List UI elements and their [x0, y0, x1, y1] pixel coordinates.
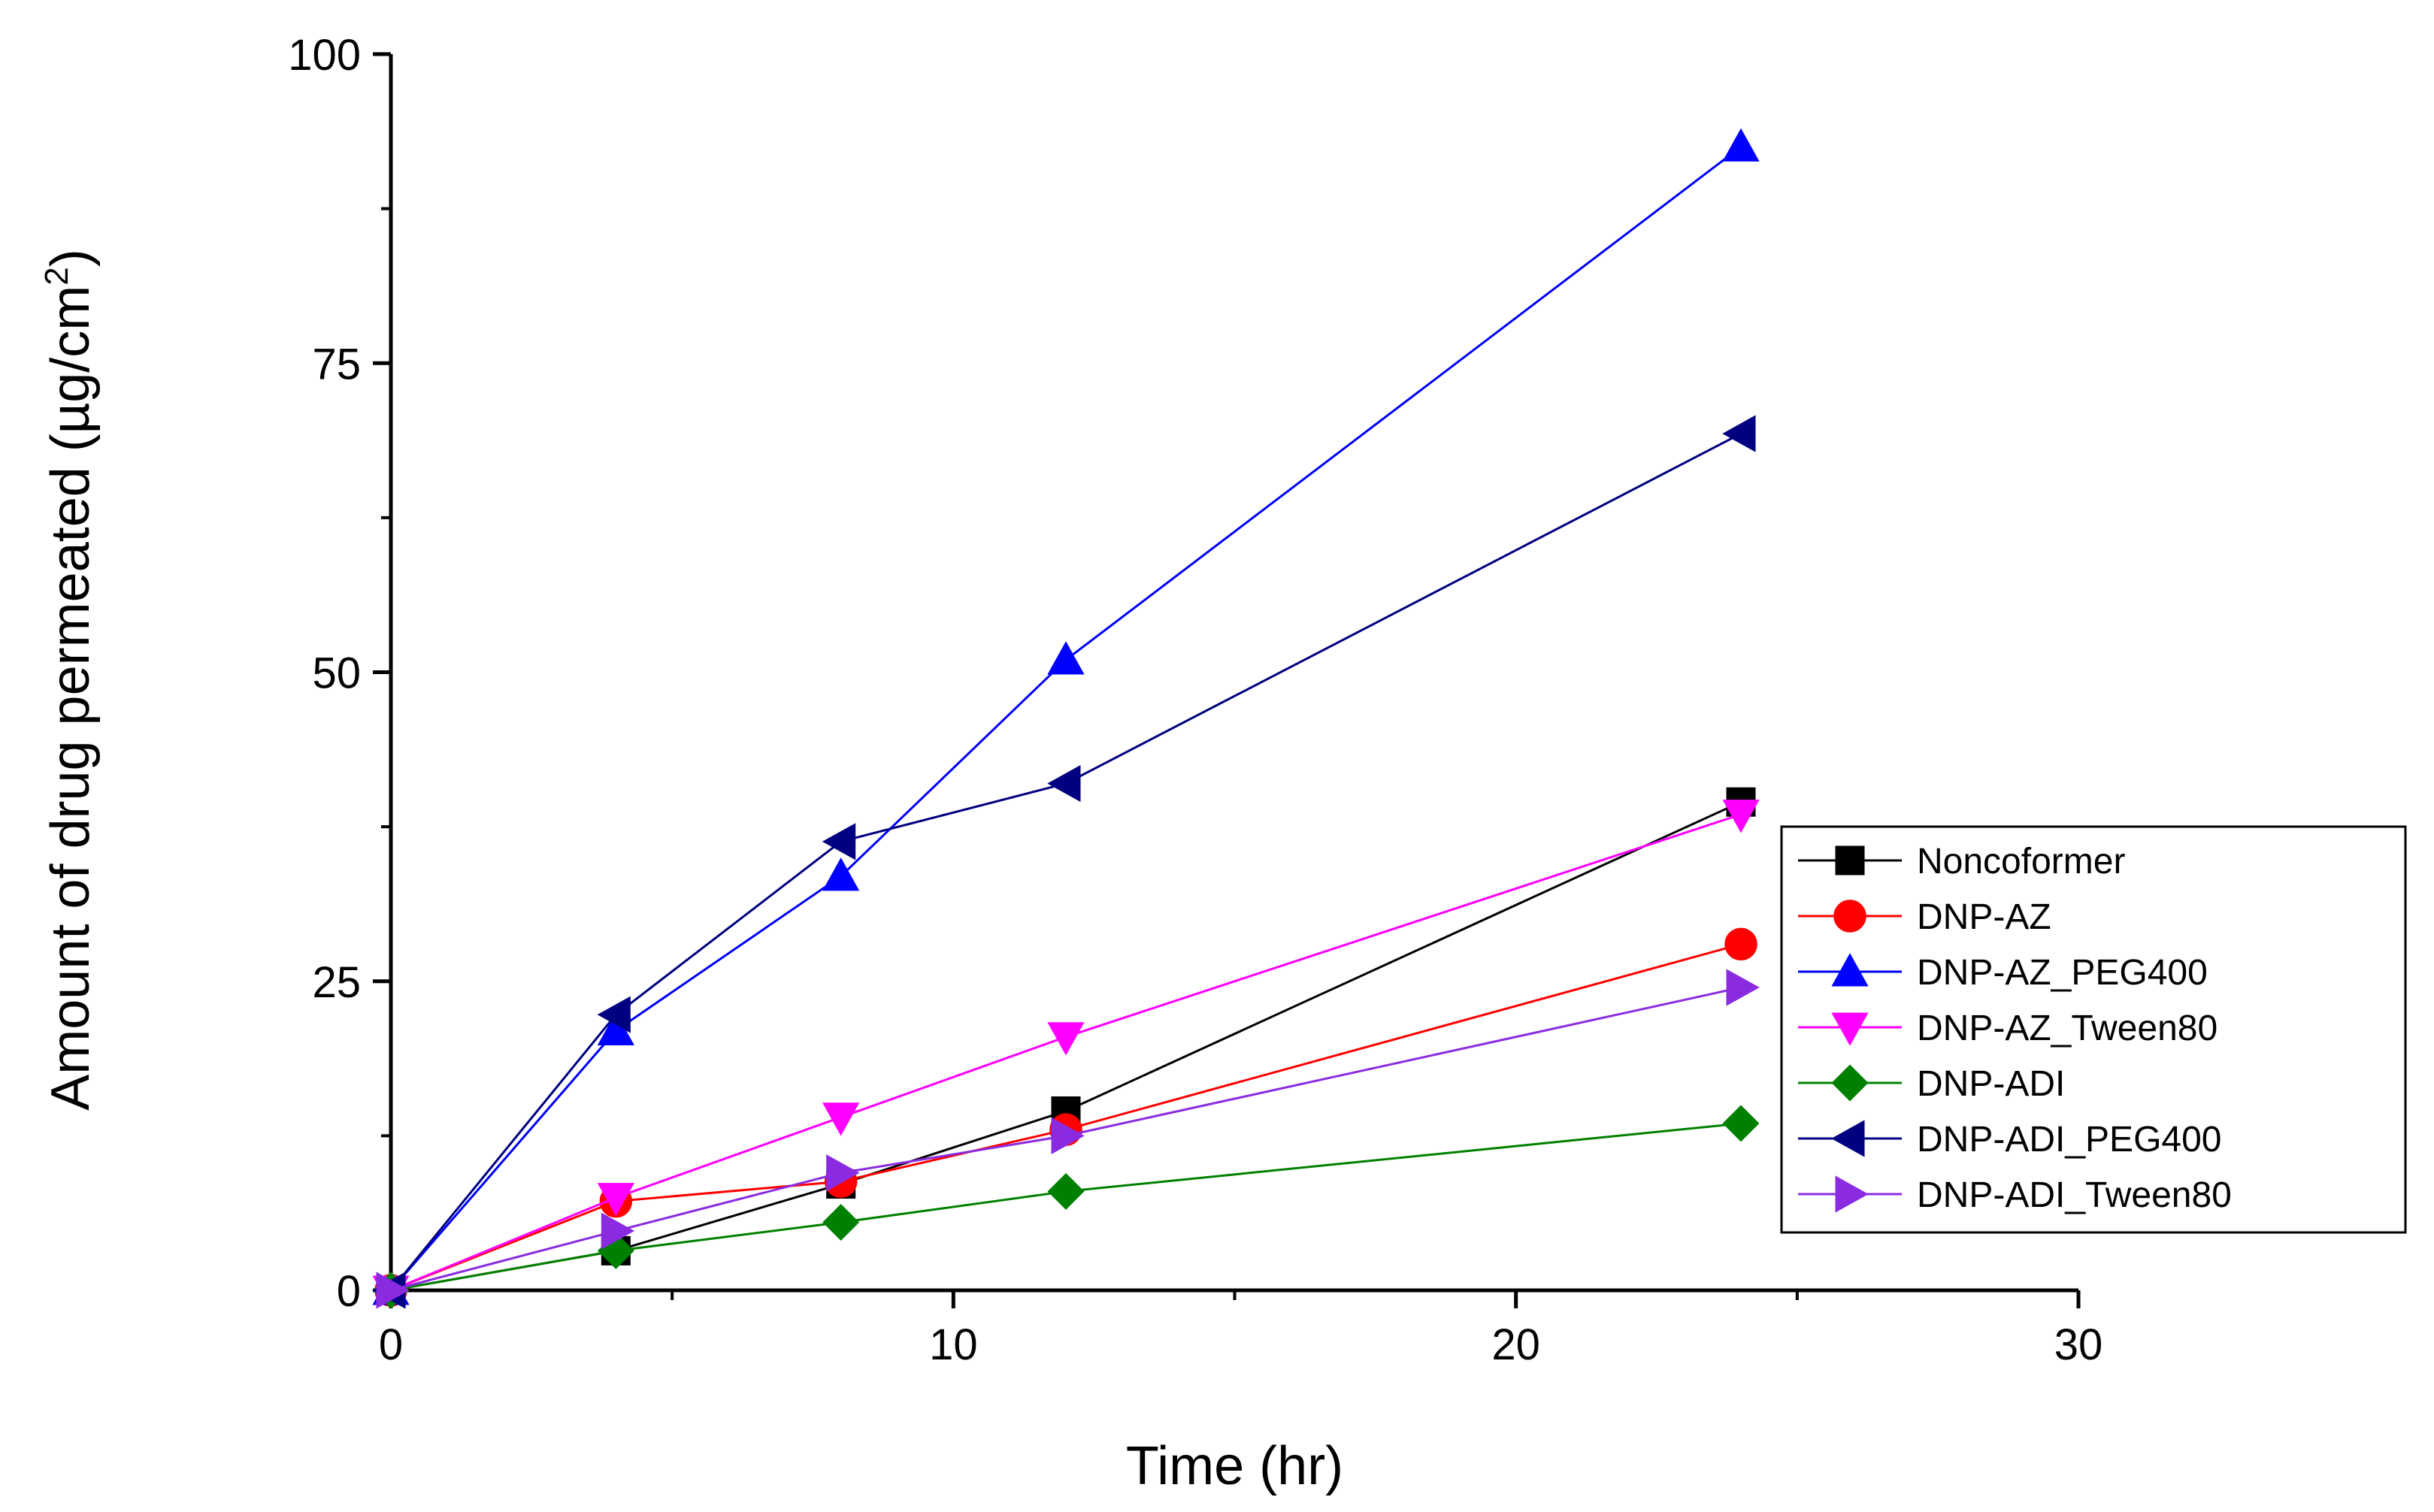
data-point	[597, 1183, 634, 1217]
legend-marker	[1831, 1064, 1869, 1102]
legend-box	[1780, 825, 2407, 1234]
data-point	[826, 1154, 860, 1192]
legend-label: DNP-ADI_PEG400	[1917, 1120, 2222, 1160]
legend-label: Noncoformer	[1917, 842, 2125, 881]
y-axis-title-sup: 2	[38, 267, 75, 285]
data-point	[1726, 969, 1760, 1006]
data-point	[1047, 1022, 1085, 1056]
series-dnp-az	[374, 927, 1757, 1307]
x-tick-label: 0	[379, 1320, 403, 1369]
y-tick-label: 25	[312, 958, 361, 1007]
data-point	[1722, 800, 1760, 833]
data-point	[1047, 1172, 1085, 1210]
legend-item: DNP-ADI	[1798, 1064, 2065, 1104]
legend: Noncoformer DNP-AZ DNP-AZ_PEG400 DNP-AZ_Twe…	[1780, 825, 2407, 1234]
legend-item: DNP-AZ	[1798, 897, 2051, 937]
data-point	[822, 1102, 860, 1136]
data-point	[601, 1212, 635, 1250]
y-tick-label: 100	[288, 31, 361, 80]
data-point	[1722, 1105, 1760, 1142]
x-tick-label: 20	[1491, 1320, 1540, 1369]
x-tick-label: 10	[929, 1320, 978, 1369]
legend-item: DNP-AZ_PEG400	[1798, 953, 2208, 993]
legend-label: DNP-ADI_Tween80	[1917, 1175, 2232, 1215]
legend-item: DNP-AZ_Tween80	[1798, 1009, 2218, 1048]
data-point	[1722, 415, 1756, 452]
legend-marker	[1831, 1012, 1869, 1046]
x-tick-label: 30	[2054, 1320, 2103, 1369]
legend-label: DNP-AZ_Tween80	[1917, 1009, 2218, 1048]
data-point	[1722, 128, 1760, 162]
data-point	[1047, 764, 1081, 803]
legend-item: DNP-ADI_PEG400	[1798, 1120, 2222, 1160]
data-point	[597, 996, 631, 1033]
series-group	[372, 128, 1760, 1309]
x-axis-title: Time (hr)	[1126, 1436, 1343, 1496]
legend-marker	[1835, 845, 1865, 875]
y-tick-label: 50	[312, 649, 361, 698]
y-axis-title-main: Amount of drug permeated (µg/cm	[41, 286, 101, 1111]
series-dnp-adi-peg400	[372, 415, 1756, 1309]
legend-label: DNP-AZ_PEG400	[1917, 953, 2208, 993]
legend-marker	[1831, 953, 1869, 987]
legend-item: DNP-ADI_Tween80	[1798, 1175, 2232, 1215]
data-point	[1047, 641, 1085, 675]
axes: 0 25 50 75 100 0 10 20 30 Time (hr) Amount of drug…	[38, 31, 2103, 1496]
y-axis-title-end: )	[41, 249, 101, 267]
series-dnp-az-tween80	[372, 800, 1760, 1309]
series-dnp-adi-tween80	[376, 969, 1760, 1309]
y-tick-label: 0	[337, 1267, 361, 1316]
legend-marker	[1835, 1175, 1869, 1213]
y-tick-label: 75	[312, 340, 361, 389]
data-point	[1051, 1117, 1085, 1154]
legend-item: Noncoformer	[1798, 842, 2125, 881]
legend-label: DNP-ADI	[1917, 1064, 2065, 1104]
legend-label: DNP-AZ	[1917, 897, 2051, 937]
data-point	[822, 857, 860, 891]
legend-marker	[1833, 900, 1866, 933]
series-line	[389, 432, 1742, 1291]
data-point	[376, 1272, 410, 1309]
data-point	[1724, 927, 1757, 961]
legend-marker	[1831, 1120, 1865, 1157]
y-axis-title: Amount of drug permeated (µg/cm2)	[38, 249, 101, 1110]
data-point	[822, 1204, 860, 1241]
data-point	[822, 823, 856, 860]
